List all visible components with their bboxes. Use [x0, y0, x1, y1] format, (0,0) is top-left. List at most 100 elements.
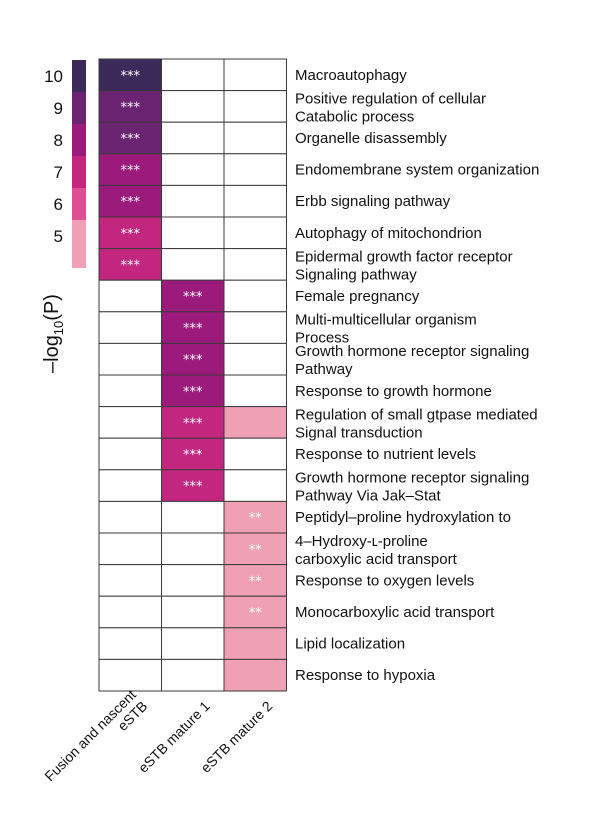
heatmap-cell [223, 658, 287, 692]
row-label: Organelle disassembly [295, 130, 447, 147]
colorbar-tick-label: 7 [54, 163, 63, 182]
row-label: 4–Hydroxy-ʟ-proline carboxylic acid trans… [295, 533, 458, 568]
row-label: Monocarboxylic acid transport [295, 604, 495, 621]
heatmap-cell [161, 279, 225, 313]
heatmap-cell [98, 564, 162, 597]
heatmap-cell [98, 500, 162, 534]
heatmap-cell [223, 184, 287, 218]
significance-stars: ** [249, 574, 263, 589]
colorbar-tick-label: 9 [54, 99, 63, 118]
significance-stars: *** [121, 132, 141, 147]
heatmap-cell [161, 342, 225, 376]
colorbar-band [72, 188, 86, 220]
colorbar-tick-label: 5 [54, 227, 63, 246]
row-label: Regulation of small gtpase mediated Signa… [295, 406, 538, 441]
colorbar-band [72, 220, 86, 268]
row-label: Autophagy of mitochondrion [295, 225, 482, 242]
heatmap-cell [98, 658, 162, 692]
row-label: Response to nutrient levels [295, 446, 476, 463]
heatmap-cell [161, 564, 225, 597]
heatmap-cell [223, 564, 287, 597]
heatmap-cell [223, 342, 287, 376]
heatmap-cell [98, 532, 162, 566]
heatmap-cell [98, 279, 162, 313]
significance-stars: *** [183, 480, 203, 495]
row-label: Positive regulation of cellular Catabolic… [295, 90, 486, 125]
significance-stars: *** [121, 164, 141, 179]
heatmap-cell [161, 627, 225, 660]
colorbar-tick-label: 10 [44, 67, 63, 86]
significance-stars: ** [249, 543, 263, 558]
row-label: Erbb signaling pathway [295, 193, 451, 210]
row-label: Epidermal growth factor receptor Signalin… [295, 248, 513, 283]
heatmap-cell [161, 532, 225, 566]
heatmap-cell [98, 437, 162, 471]
significance-stars: *** [121, 100, 141, 115]
heatmap-cell [223, 437, 287, 471]
heatmap-cell [98, 627, 162, 660]
heatmap-cell [223, 311, 287, 344]
row-label: Growth hormone receptor signaling Pathway [295, 343, 529, 378]
row-label: Response to growth hormone [295, 383, 492, 400]
row-labels: Macroautophagy Positive regulation of cel… [295, 67, 539, 684]
significance-stars: ** [249, 606, 263, 621]
heatmap-cell [161, 469, 225, 502]
significance-stars: *** [183, 416, 203, 431]
heatmap-cell [161, 90, 225, 123]
column-label: Fusion and nascenteSTB [41, 686, 150, 795]
heatmap-cell [223, 469, 287, 502]
row-label: Peptidyl–proline hydroxylation to [295, 509, 511, 526]
heatmap-cell [161, 121, 225, 155]
colorbar-band [72, 92, 86, 124]
heatmap-cell [223, 595, 287, 629]
significance-stars: *** [183, 290, 203, 305]
colorbar-tick-label: 8 [54, 131, 63, 150]
heatmap-cell [223, 121, 287, 155]
row-label: Response to oxygen levels [295, 572, 474, 589]
heatmap-cell [161, 58, 225, 92]
heatmap-cell [223, 627, 287, 660]
significance-stars: *** [121, 195, 141, 210]
significance-stars: *** [121, 69, 141, 84]
row-label: Lipid localization [295, 636, 405, 653]
heatmap-cell [223, 406, 287, 439]
heatmap-cells: ****************************************… [98, 58, 287, 692]
significance-stars: *** [183, 322, 203, 337]
significance-stars: *** [183, 385, 203, 400]
colorbar: 10 9 8 7 6 5 –log10(P) [41, 60, 86, 373]
colorbar-band [72, 60, 86, 92]
heatmap-cell [161, 406, 225, 439]
row-label: Growth hormone receptor signaling Pathway… [295, 470, 529, 505]
heatmap-cell [223, 532, 287, 566]
heatmap-cell [161, 216, 225, 250]
significance-stars: *** [183, 353, 203, 368]
heatmap-cell [223, 279, 287, 313]
heatmap-cell [98, 469, 162, 502]
colorbar-tick-label: 6 [54, 195, 63, 214]
heatmap-cell [98, 342, 162, 376]
row-label: Macroautophagy [295, 67, 407, 84]
row-label: Response to hypoxia [295, 667, 436, 684]
row-label: Endomembrane system organization [295, 162, 539, 179]
colorbar-band [72, 156, 86, 188]
significance-stars: ** [249, 511, 263, 526]
heatmap-cell [223, 153, 287, 186]
heatmap-cell [161, 500, 225, 534]
heatmap-cell [161, 658, 225, 692]
heatmap-cell [98, 90, 162, 123]
heatmap-cell [161, 595, 225, 629]
significance-stars: *** [121, 258, 141, 273]
heatmap-cell [223, 216, 287, 250]
heatmap-cell [223, 374, 287, 408]
heatmap-cell [98, 406, 162, 439]
heatmap-cell [161, 184, 225, 218]
row-label: Female pregnancy [295, 288, 420, 305]
significance-stars: *** [121, 227, 141, 242]
heatmap-cell [98, 374, 162, 408]
heatmap-cell [98, 311, 162, 344]
heatmap-cell [223, 248, 287, 281]
heatmap-cell [98, 595, 162, 629]
heatmap-cell [223, 90, 287, 123]
